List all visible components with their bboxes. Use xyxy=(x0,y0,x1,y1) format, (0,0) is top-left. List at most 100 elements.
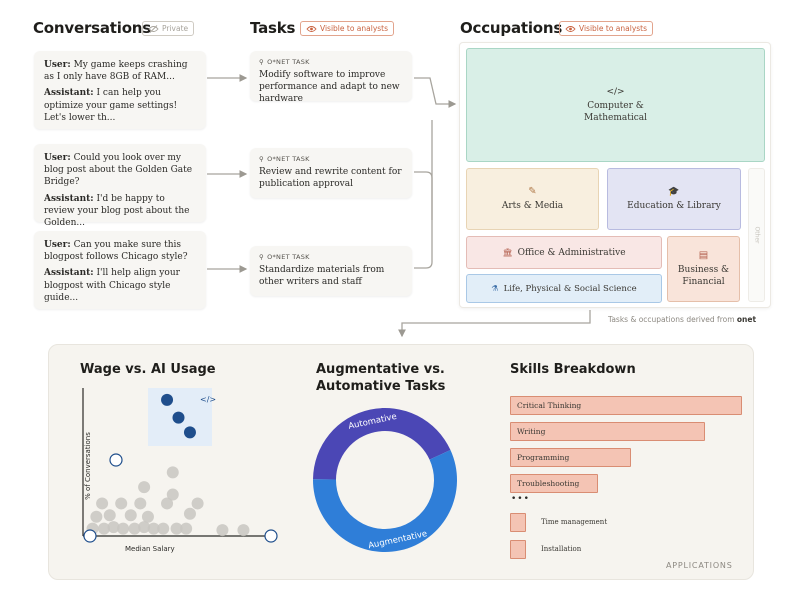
eye-icon xyxy=(306,25,317,32)
code-icon: </> xyxy=(200,395,216,404)
skill-label: Writing xyxy=(517,427,546,436)
user-message: My game keeps crashing as I only have 8G… xyxy=(44,60,188,83)
private-badge: Private xyxy=(142,21,195,36)
task-label: O*NET TASK xyxy=(267,155,310,163)
private-badge-label: Private xyxy=(162,24,189,33)
occupation-life-physical-social-science: ⚗ Life, Physical & Social Science xyxy=(466,274,662,303)
scatter-point xyxy=(170,522,183,535)
ledger-icon: ▤ xyxy=(698,250,709,261)
occupation-arts-media: ✎ Arts & Media xyxy=(466,168,599,230)
occupation-label: Computer & Mathematical xyxy=(584,101,647,123)
assistant-label: Assistant: xyxy=(44,193,94,204)
user-label: User: xyxy=(44,153,71,163)
eye-off-icon xyxy=(148,24,159,33)
assistant-message: I can help you optimize your game settin… xyxy=(44,88,178,123)
user-label: User: xyxy=(44,60,71,70)
scatter-point xyxy=(183,507,196,520)
derived-from-text: Tasks & occupations derived from xyxy=(608,315,735,324)
occupations-visible-badge-label: Visible to analysts xyxy=(579,24,648,33)
occupation-label: Education & Library xyxy=(627,201,721,211)
highlighted-point xyxy=(183,426,196,439)
assistant-label: Assistant: xyxy=(44,268,94,279)
user-label: User: xyxy=(44,240,71,250)
scatter-point xyxy=(216,524,229,537)
scatter-point xyxy=(107,521,120,534)
scatter-point xyxy=(138,521,151,534)
applications-label: APPLICATIONS xyxy=(666,561,733,570)
scatter-point xyxy=(117,522,130,535)
education-icon xyxy=(109,453,123,467)
scatter-point xyxy=(166,466,179,479)
scatter-point xyxy=(141,510,154,523)
task-label: O*NET TASK xyxy=(267,58,310,66)
scatter-point xyxy=(161,497,174,510)
x-axis-label: Median Salary xyxy=(125,545,175,553)
occupation-computer-mathematical: </> Computer & Mathematical xyxy=(466,48,765,162)
skill-bar: Programming xyxy=(510,448,631,467)
scatter-point xyxy=(180,522,193,535)
occupation-office-administrative: 🏛 Office & Administrative xyxy=(466,236,662,269)
task-description: Modify software to improve performance a… xyxy=(259,70,400,104)
task-label: O*NET TASK xyxy=(267,253,310,261)
assistant-label: Assistant: xyxy=(44,88,94,99)
y-axis-label: % of Conversations xyxy=(84,432,92,500)
assistant-message: I'd be happy to review your blog post ab… xyxy=(44,193,190,229)
conversation-card: User: My game keeps crashing as I only h… xyxy=(34,51,206,129)
scatter-point xyxy=(90,510,103,523)
skill-bar: Writing xyxy=(510,422,705,441)
highlighted-point xyxy=(161,393,174,406)
wrench-icon: ⚲ xyxy=(259,253,265,261)
skill-label: Troubleshooting xyxy=(517,479,580,488)
highlighted-point xyxy=(172,411,185,424)
scatter-point xyxy=(96,497,109,510)
tasks-visible-badge: Visible to analysts xyxy=(300,21,395,36)
occupation-label: Arts & Media xyxy=(501,201,564,211)
task-card: ⚲ O*NET TASK Modify software to improve p… xyxy=(250,51,412,104)
building-icon: 🏛 xyxy=(502,247,513,257)
occupation-business-financial: ▤ Business & Financial xyxy=(667,236,740,302)
derived-from-note: Tasks & occupations derived from onet xyxy=(608,315,756,324)
scatter-point xyxy=(237,524,250,537)
conversations-heading: Conversations xyxy=(33,19,152,37)
donut-chart-title-line2: Automative Tasks xyxy=(316,379,446,394)
scatter-point xyxy=(134,497,147,510)
occupation-label: Office & Administrative xyxy=(517,247,626,258)
flask-icon: ⚗ xyxy=(491,283,499,293)
task-card: ⚲ O*NET TASK Review and rewrite content f… xyxy=(250,148,412,198)
wage-scatter-plot: </> xyxy=(82,388,278,543)
tasks-visible-badge-label: Visible to analysts xyxy=(320,24,389,33)
conversation-card: User: Could you look over my blog post a… xyxy=(34,144,206,228)
occupation-label: Other xyxy=(753,226,761,244)
task-description: Review and rewrite content for publicati… xyxy=(259,167,402,189)
scatter-point xyxy=(166,488,179,501)
scatter-point xyxy=(115,497,128,510)
skill-bar xyxy=(510,540,526,559)
onet-logo: onet xyxy=(736,315,757,324)
donut-slice xyxy=(313,408,451,480)
low-salary-icon xyxy=(83,529,97,543)
occupation-label: Life, Physical & Social Science xyxy=(503,283,637,294)
code-icon: </> xyxy=(606,87,625,97)
scatter-point xyxy=(191,497,204,510)
scatter-point xyxy=(138,481,151,494)
conversation-card: User: Can you make sure this blogpost fo… xyxy=(34,231,206,309)
scatter-point xyxy=(147,522,160,535)
scatter-point xyxy=(124,509,137,522)
donut-chart-title: Augmentative vs. Automative Tasks xyxy=(316,361,476,395)
wage-chart-title: Wage vs. AI Usage xyxy=(80,362,216,377)
skill-label: Installation xyxy=(541,545,582,553)
scatter-point xyxy=(157,522,170,535)
occupation-education-library: 🎓 Education & Library xyxy=(607,168,741,230)
donut-slice xyxy=(313,450,457,552)
occupation-other: Other xyxy=(748,168,765,302)
occupation-label: Business & Financial xyxy=(677,265,730,287)
task-card: ⚲ O*NET TASK Standardize materials from o… xyxy=(250,246,412,296)
donut-chart-title-line1: Augmentative vs. xyxy=(316,362,445,377)
graduation-cap-icon: 🎓 xyxy=(668,187,680,197)
skill-label: Programming xyxy=(517,453,570,462)
skill-bar xyxy=(510,513,526,532)
user-message: Can you make sure this blogpost follows … xyxy=(44,240,188,263)
skill-label: Critical Thinking xyxy=(517,401,582,410)
